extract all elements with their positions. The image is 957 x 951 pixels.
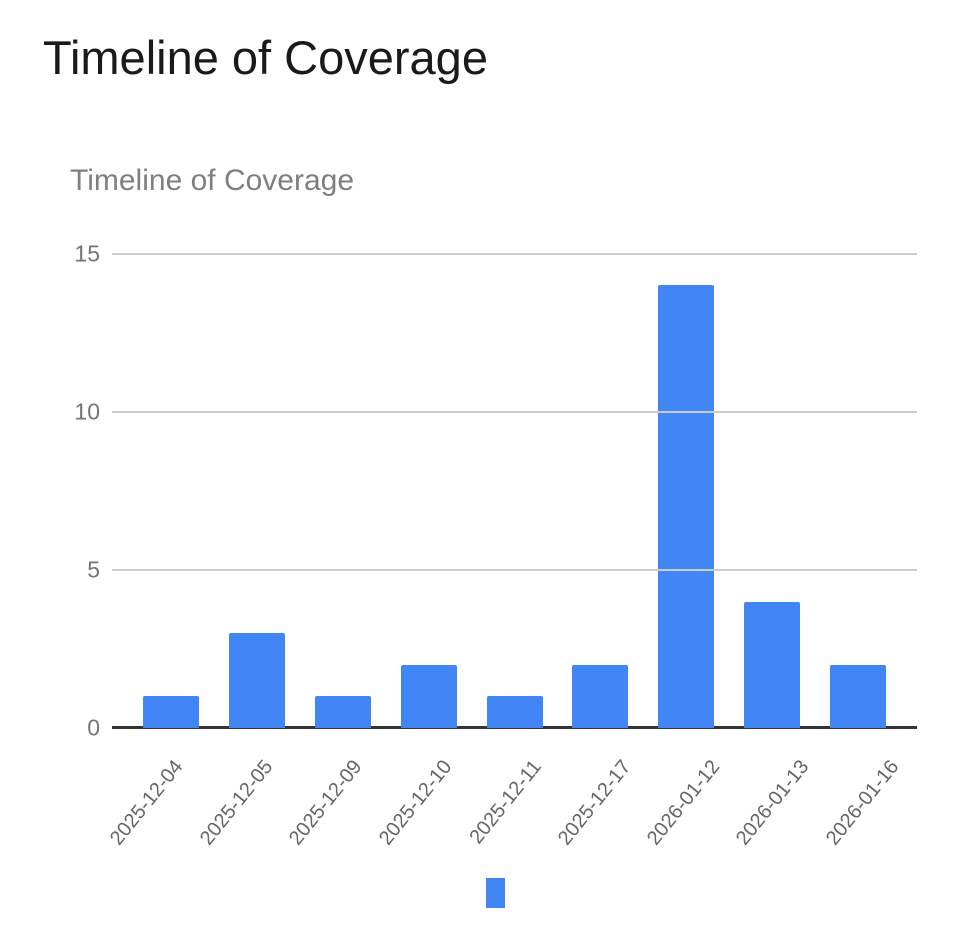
x-tick-label: 2025-12-04 — [106, 756, 188, 850]
bar-2025-12-04[interactable] — [142, 696, 199, 728]
bar-cell — [815, 222, 901, 728]
bar-2026-01-16[interactable] — [830, 664, 887, 728]
bar-cell — [643, 222, 729, 728]
gridline-5 — [112, 568, 917, 571]
x-tick-label: 2025-12-10 — [374, 756, 457, 850]
x-tick-label: 2025-12-17 — [553, 756, 636, 850]
bar-cell — [557, 222, 643, 728]
x-tick-label: 2026-01-12 — [642, 756, 725, 850]
x-tick-label: 2025-12-09 — [285, 756, 367, 850]
x-cell: 2025-12-11 — [465, 730, 559, 880]
y-tick-label-10: 10 — [74, 398, 100, 425]
gridline-15 — [112, 252, 917, 255]
x-cell: 2025-12-04 — [106, 730, 201, 880]
gridline-10 — [112, 410, 917, 413]
x-cell: 2026-01-16 — [822, 730, 917, 880]
legend — [60, 878, 930, 908]
bar-2026-01-12[interactable] — [658, 285, 715, 728]
bar-2025-12-11[interactable] — [486, 696, 543, 728]
bar-cell — [729, 222, 815, 728]
x-cell: 2025-12-09 — [285, 730, 380, 880]
x-tick-label: 2025-12-05 — [195, 756, 278, 850]
y-tick-label-15: 15 — [74, 240, 100, 267]
bar-2025-12-17[interactable] — [572, 664, 629, 728]
x-cell: 2025-12-05 — [196, 730, 290, 880]
bar-2025-12-09[interactable] — [314, 696, 371, 728]
y-tick-label-0: 0 — [87, 714, 100, 741]
x-cell: 2025-12-10 — [375, 730, 469, 880]
x-tick-label: 2026-01-13 — [732, 756, 814, 850]
bar-2026-01-13[interactable] — [744, 601, 801, 728]
x-cell: 2026-01-13 — [732, 730, 827, 880]
bar-2025-12-05[interactable] — [228, 633, 285, 728]
bar-cell — [472, 222, 558, 728]
y-tick-label-5: 5 — [87, 556, 100, 583]
bar-cell — [128, 222, 214, 728]
bar-2025-12-10[interactable] — [400, 664, 457, 728]
chart-title: Timeline of Coverage — [70, 164, 355, 197]
x-cell: 2026-01-12 — [643, 730, 738, 880]
x-tick-label: 2026-01-16 — [821, 756, 904, 850]
x-tick-label: 2025-12-11 — [465, 756, 546, 849]
plot-area: 0 5 10 15 — [74, 222, 917, 739]
bars-row — [128, 222, 901, 728]
coverage-chart: Timeline of Coverage 0 5 10 15 2025-12-04 20… — [60, 150, 930, 940]
page-title: Timeline of Coverage — [43, 31, 488, 84]
bar-cell — [214, 222, 300, 728]
x-axis-labels: 2025-12-04 2025-12-05 2025-12-09 2025-12-10… — [106, 730, 917, 880]
bar-cell — [300, 222, 386, 728]
bar-cell — [386, 222, 472, 728]
legend-series-swatch[interactable] — [485, 878, 505, 908]
x-cell: 2025-12-17 — [554, 730, 648, 880]
